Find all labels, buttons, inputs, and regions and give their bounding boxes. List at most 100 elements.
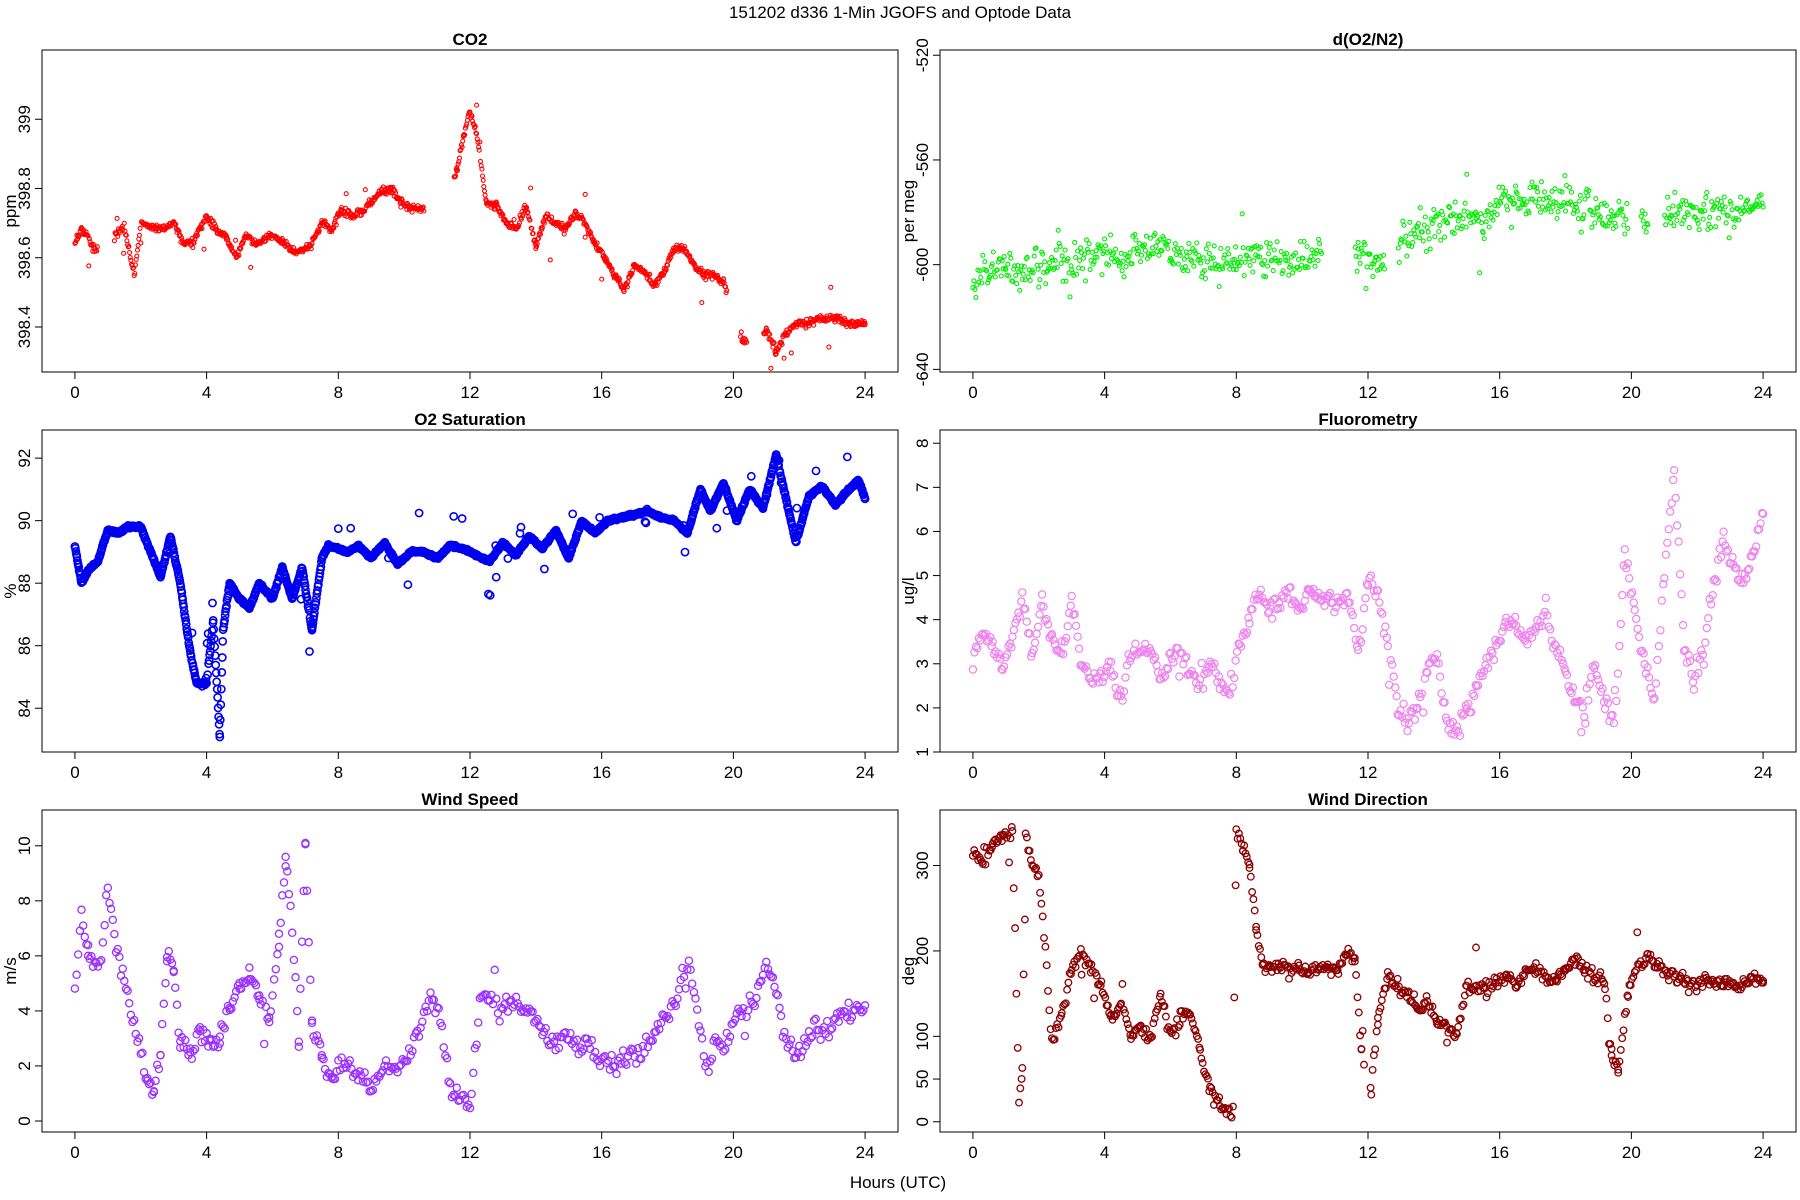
data-point <box>1376 607 1386 617</box>
data-point <box>1099 272 1105 278</box>
data-point <box>469 1068 478 1078</box>
data-point <box>1619 206 1625 212</box>
data-point <box>692 1005 702 1014</box>
data-point <box>202 678 211 688</box>
data-point <box>492 994 501 1003</box>
data-point <box>264 1013 274 1022</box>
data-point <box>278 891 287 900</box>
data-point <box>1284 251 1290 257</box>
data-point <box>673 994 682 1003</box>
data-point <box>343 191 349 197</box>
x-tick-label: 24 <box>856 383 875 402</box>
data-point <box>493 199 499 205</box>
data-point <box>1598 201 1604 207</box>
data-point <box>118 964 127 973</box>
data-point <box>355 1067 364 1076</box>
data-point <box>308 246 314 252</box>
data-point <box>1492 203 1498 209</box>
data-point <box>1403 726 1412 736</box>
data-point <box>1576 198 1582 204</box>
data-point <box>1436 228 1442 235</box>
data-point <box>1593 675 1603 684</box>
data-point <box>1016 1084 1025 1093</box>
data-point <box>94 244 100 250</box>
data-point <box>454 168 460 174</box>
data-point <box>434 1004 443 1013</box>
data-point <box>1057 243 1063 249</box>
data-point <box>1395 245 1401 251</box>
data-point <box>829 1015 839 1024</box>
data-point <box>816 1035 825 1045</box>
data-point <box>1030 638 1040 647</box>
data-point <box>987 272 993 278</box>
data-point <box>1063 622 1072 631</box>
data-point <box>744 339 750 345</box>
data-point <box>1664 525 1674 534</box>
data-point <box>1457 212 1463 219</box>
data-point <box>1366 571 1376 580</box>
data-point <box>161 978 170 988</box>
data-point <box>1719 527 1728 536</box>
data-point <box>176 582 186 591</box>
data-point <box>1603 202 1609 209</box>
data-point <box>746 471 756 481</box>
data-point <box>1274 239 1280 245</box>
data-point <box>1172 241 1178 247</box>
data-point <box>171 983 180 992</box>
data-point <box>1729 207 1735 213</box>
data-point <box>1047 630 1057 639</box>
data-point <box>1665 507 1675 516</box>
data-point <box>1301 238 1307 245</box>
data-point <box>771 989 781 999</box>
data-point <box>1286 272 1292 278</box>
data-point <box>1010 278 1016 284</box>
data-point <box>511 216 517 223</box>
data-point <box>1233 267 1239 273</box>
data-point <box>1675 210 1681 216</box>
data-point <box>205 647 215 656</box>
data-point <box>1042 259 1048 265</box>
data-point <box>1471 219 1477 225</box>
data-point <box>1720 209 1726 215</box>
data-point <box>1033 622 1043 632</box>
data-point <box>1625 225 1631 231</box>
data-point <box>1650 694 1659 703</box>
panel-title: O2 Saturation <box>414 410 525 429</box>
data-point <box>161 551 171 560</box>
data-point <box>1426 236 1432 242</box>
data-point <box>1040 933 1048 942</box>
data-point <box>1003 266 1009 273</box>
data-point <box>180 1035 190 1045</box>
data-point <box>185 646 195 655</box>
y-tick-label: 6 <box>913 527 932 536</box>
data-point <box>1477 270 1483 276</box>
data-point <box>1078 245 1084 251</box>
data-point <box>1159 248 1165 254</box>
data-point <box>1581 719 1590 728</box>
data-point <box>1227 1113 1236 1122</box>
data-point <box>1042 614 1051 624</box>
data-point <box>392 188 398 194</box>
x-tick-label: 16 <box>1490 763 1509 782</box>
data-point <box>1229 1102 1237 1111</box>
data-point <box>774 455 784 465</box>
data-point <box>1420 238 1426 244</box>
data-point <box>1027 277 1033 284</box>
data-point <box>408 1046 417 1056</box>
data-point <box>1620 545 1630 554</box>
data-point <box>1053 247 1059 253</box>
data-point <box>442 1053 452 1063</box>
data-point <box>309 241 315 247</box>
data-point <box>1716 215 1722 221</box>
data-point <box>215 715 225 725</box>
data-point <box>1460 216 1466 222</box>
data-point <box>629 270 635 277</box>
data-point <box>485 590 495 600</box>
data-point <box>1611 213 1617 219</box>
data-point <box>995 654 1005 663</box>
data-point <box>1375 598 1384 607</box>
data-point <box>1182 264 1188 270</box>
data-point <box>1060 278 1066 284</box>
data-point <box>1417 689 1427 698</box>
